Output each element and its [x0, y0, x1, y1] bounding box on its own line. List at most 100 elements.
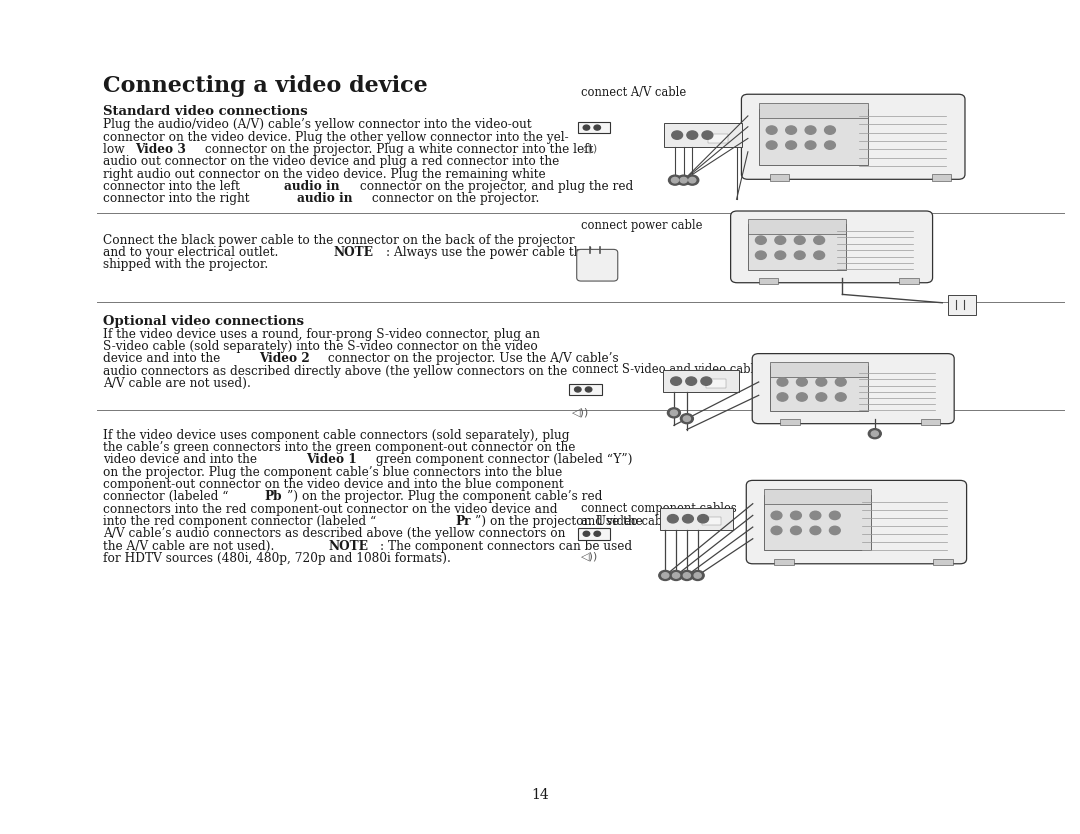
Bar — [769, 366, 868, 411]
Circle shape — [814, 251, 825, 259]
Text: Pb: Pb — [265, 490, 282, 504]
Bar — [774, 559, 794, 565]
Circle shape — [680, 414, 693, 424]
Bar — [764, 495, 872, 550]
Text: audio out connector on the video device and plug a red connector into the: audio out connector on the video device … — [103, 155, 558, 168]
Circle shape — [673, 573, 679, 578]
Text: the A/V cable are not used).: the A/V cable are not used). — [103, 540, 278, 553]
Bar — [920, 419, 941, 425]
Text: ”) on the projector. Use the: ”) on the projector. Use the — [475, 515, 643, 528]
Circle shape — [814, 236, 825, 244]
Circle shape — [687, 131, 698, 139]
Circle shape — [775, 251, 786, 259]
Text: connector on the projector. Use the A/V cable’s: connector on the projector. Use the A/V … — [324, 353, 619, 365]
FancyBboxPatch shape — [746, 480, 967, 564]
Text: right audio out connector on the video device. Plug the remaining white: right audio out connector on the video d… — [103, 168, 545, 181]
Text: into the red component connector (labeled “: into the red component connector (labele… — [103, 515, 376, 528]
Circle shape — [680, 178, 687, 183]
Text: audio connectors as described directly above (the yellow connectors on the: audio connectors as described directly a… — [103, 364, 567, 378]
FancyBboxPatch shape — [741, 94, 966, 179]
Circle shape — [672, 178, 678, 183]
Circle shape — [702, 131, 713, 139]
Text: connect S-video and video cables: connect S-video and video cables — [572, 363, 768, 376]
Text: : The component connectors can be used: : The component connectors can be used — [380, 540, 633, 553]
Text: for HDTV sources (480i, 480p, 720p and 1080i formats).: for HDTV sources (480i, 480p, 720p and 1… — [103, 552, 450, 565]
Bar — [899, 278, 919, 284]
Circle shape — [583, 125, 590, 130]
Circle shape — [836, 393, 847, 401]
Circle shape — [659, 570, 672, 580]
Bar — [747, 219, 847, 234]
Circle shape — [667, 515, 678, 523]
Bar — [781, 419, 800, 425]
Text: 14: 14 — [531, 788, 549, 802]
Bar — [569, 384, 602, 395]
Circle shape — [810, 511, 821, 520]
Circle shape — [575, 387, 581, 392]
Circle shape — [771, 526, 782, 535]
Text: A/V cable are not used).: A/V cable are not used). — [103, 377, 251, 390]
Circle shape — [680, 570, 693, 580]
Bar — [759, 278, 779, 284]
Text: connector on the video device. Plug the other yellow connector into the yel-: connector on the video device. Plug the … — [103, 131, 568, 143]
Bar — [759, 103, 868, 118]
Text: connect component cables: connect component cables — [581, 502, 737, 515]
Bar — [933, 559, 953, 565]
Bar — [664, 123, 742, 147]
Circle shape — [667, 408, 680, 418]
Bar — [948, 295, 976, 315]
Circle shape — [686, 175, 699, 185]
Circle shape — [583, 531, 590, 536]
Circle shape — [816, 378, 827, 386]
Text: the cable’s green connectors into the green component-out connector on the: the cable’s green connectors into the gr… — [103, 441, 575, 454]
Circle shape — [689, 178, 696, 183]
Text: and to your electrical outlet.: and to your electrical outlet. — [103, 246, 282, 259]
Circle shape — [829, 526, 840, 535]
Circle shape — [671, 410, 677, 415]
Circle shape — [806, 141, 816, 149]
FancyBboxPatch shape — [730, 211, 932, 283]
Bar — [578, 122, 610, 133]
Circle shape — [756, 251, 767, 259]
Circle shape — [594, 125, 600, 130]
FancyBboxPatch shape — [577, 249, 618, 281]
Circle shape — [810, 526, 821, 535]
Text: component-out connector on the video device and into the blue component: component-out connector on the video dev… — [103, 478, 564, 491]
Text: A/V cable’s audio connectors as described above (the yellow connectors on: A/V cable’s audio connectors as describe… — [103, 527, 565, 540]
Bar — [702, 517, 721, 525]
Circle shape — [797, 393, 808, 401]
Text: connector on the projector.: connector on the projector. — [368, 193, 540, 205]
Text: NOTE: NOTE — [328, 540, 368, 553]
Text: S-video cable (sold separately) into the S-video connector on the video: S-video cable (sold separately) into the… — [103, 340, 538, 353]
Text: connector on the projector. Plug a white connector into the left: connector on the projector. Plug a white… — [201, 143, 594, 156]
Text: If the video device uses a round, four-prong S-video connector, plug an: If the video device uses a round, four-p… — [103, 328, 540, 341]
Text: connector into the right: connector into the right — [103, 193, 253, 205]
Text: connector into the left: connector into the left — [103, 180, 243, 193]
Circle shape — [771, 511, 782, 520]
Circle shape — [795, 251, 806, 259]
Circle shape — [662, 573, 669, 578]
FancyBboxPatch shape — [752, 354, 955, 424]
Circle shape — [806, 126, 816, 134]
Circle shape — [684, 573, 690, 578]
Text: Standard video connections: Standard video connections — [103, 105, 307, 118]
Circle shape — [684, 416, 690, 421]
Circle shape — [868, 429, 881, 439]
Bar — [708, 134, 728, 143]
Circle shape — [594, 531, 600, 536]
Text: If the video device uses component cable connectors (sold separately), plug: If the video device uses component cable… — [103, 429, 569, 442]
Circle shape — [797, 378, 808, 386]
Text: Optional video connections: Optional video connections — [103, 315, 303, 329]
Circle shape — [669, 175, 681, 185]
Circle shape — [677, 175, 690, 185]
Circle shape — [691, 570, 704, 580]
Circle shape — [786, 126, 797, 134]
Text: Connect the black power cable to the connector on the back of the projector: Connect the black power cable to the con… — [103, 234, 575, 247]
Text: connector (labeled “: connector (labeled “ — [103, 490, 228, 504]
Circle shape — [767, 126, 778, 134]
Bar — [759, 108, 868, 165]
Text: low: low — [103, 143, 129, 156]
Text: Pr: Pr — [455, 515, 471, 528]
Text: ◁)): ◁)) — [572, 408, 590, 418]
Circle shape — [791, 511, 801, 520]
